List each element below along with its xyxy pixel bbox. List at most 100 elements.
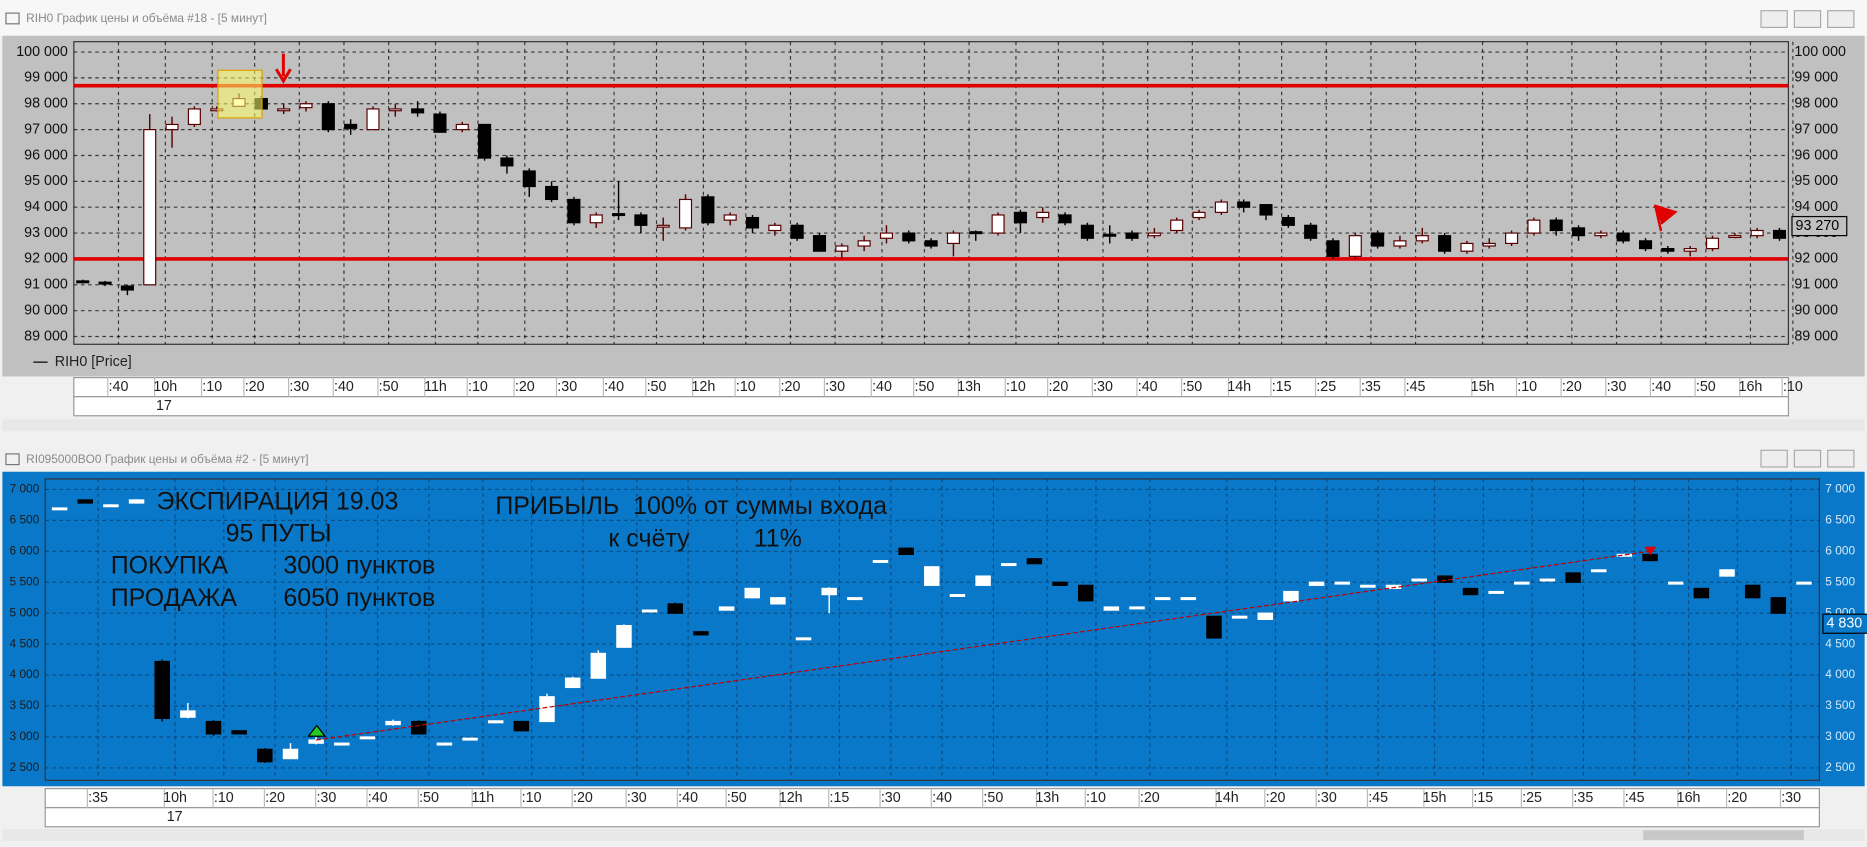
candle-body [744, 587, 760, 599]
y-tick-label: 4 500 [10, 636, 40, 650]
scrollbar[interactable] [2, 829, 1865, 842]
scroll-thumb[interactable] [1643, 830, 1804, 840]
candle-body [539, 696, 555, 723]
candle-body [344, 123, 358, 129]
y-tick-label: 92 000 [1794, 251, 1838, 267]
candle-body [1744, 584, 1761, 599]
candle-body [1192, 211, 1206, 219]
x-tick-label: :30 [1607, 379, 1627, 395]
candle-body [436, 742, 453, 746]
highlight-box [217, 69, 263, 119]
x-tick-label: :30 [1781, 790, 1801, 806]
candle-body [857, 240, 871, 247]
candle-body [1594, 232, 1608, 237]
y-tick-label: 7 000 [1825, 482, 1855, 496]
candle-body [1154, 597, 1171, 601]
candle-body [693, 631, 709, 636]
annotation: 3000 пунктов [283, 552, 435, 580]
x-tick-label: 16h [1739, 379, 1763, 395]
x-tick-label: 13h [957, 379, 981, 395]
candle-body [154, 660, 170, 719]
candle-body [1591, 569, 1607, 573]
y-tick-label: 6 500 [10, 512, 40, 526]
y-tick-label: 3 500 [1825, 698, 1855, 712]
last-price-label: 4 830 [1827, 615, 1863, 631]
candle-body [1237, 201, 1251, 208]
candle-body [1283, 590, 1299, 602]
candle-body [388, 108, 402, 112]
window-title: RI095000BO0 График цены и объёма #2 - [5… [26, 452, 308, 466]
candle-body [768, 224, 782, 232]
x-tick-label: 13h [1035, 790, 1059, 806]
x-tick-label: 11h [471, 790, 494, 806]
candle-body [723, 214, 737, 221]
x-tick-label: :30 [289, 379, 309, 395]
candle-body [1001, 563, 1017, 567]
plot-area [44, 478, 1820, 781]
x-tick-label: :10 [214, 790, 234, 806]
candle-body [1616, 553, 1633, 557]
scrollbar[interactable] [2, 419, 1865, 432]
x-tick-label: :10 [468, 379, 488, 395]
candle-body [545, 185, 559, 201]
y-tick-label: 6 000 [1825, 543, 1855, 557]
x-tick-label: :40 [368, 790, 388, 806]
y-tick-label: 6 000 [10, 543, 40, 557]
x-tick-label: 12h [691, 379, 715, 395]
candle-body [1125, 232, 1139, 239]
y-tick-label: 5 500 [1825, 574, 1855, 588]
x-tick-label: :30 [1317, 790, 1337, 806]
candle-body [1129, 606, 1145, 610]
candle-body [1565, 572, 1581, 583]
window-buttons[interactable] [1760, 449, 1855, 468]
x-tick-label: :20 [573, 790, 593, 806]
candle-body [165, 123, 179, 131]
y-tick-label: 3 000 [1825, 729, 1855, 743]
candle-body [924, 566, 940, 586]
candle-body [634, 214, 648, 226]
y-tick-label: 89 000 [24, 328, 68, 344]
candle-body [359, 736, 376, 740]
x-tick-label: :40 [109, 379, 129, 395]
candle-body [678, 198, 693, 229]
flag-marker [1653, 204, 1678, 232]
window-buttons[interactable] [1760, 10, 1855, 28]
candle-body [718, 606, 735, 611]
candle-body [1572, 227, 1586, 237]
title-bar [0, 0, 1867, 36]
y-tick-label: 90 000 [24, 302, 68, 318]
y-tick-label: 96 000 [1794, 147, 1838, 163]
x-tick-label: :10 [736, 379, 756, 395]
candle-body [120, 285, 134, 291]
candle-body [1026, 558, 1043, 565]
y-tick-label: 94 000 [24, 199, 68, 215]
y-tick-label: 2 500 [10, 760, 40, 774]
candle-body [187, 108, 201, 126]
candle-body [1438, 235, 1452, 252]
x-tick-label: :10 [522, 790, 542, 806]
x-tick-label: :45 [1625, 790, 1645, 806]
candle-body [1052, 581, 1068, 586]
annotation: 6050 пунктов [283, 584, 435, 612]
candle-body [1077, 584, 1094, 602]
candle-body [1693, 587, 1710, 599]
x-tick-label: :20 [1266, 790, 1286, 806]
candle-body [180, 710, 196, 718]
x-tick-label: 12h [779, 790, 803, 806]
candle-body [1488, 590, 1504, 594]
y-tick-label: 3 500 [10, 698, 40, 712]
x-tick-label: :40 [334, 379, 354, 395]
candle-body [1214, 201, 1228, 213]
candle-body [1642, 553, 1658, 562]
candle-body [433, 113, 447, 133]
candle-body [1326, 240, 1340, 257]
x-tick-label: :20 [1727, 790, 1747, 806]
sell-marker [1644, 546, 1657, 556]
candle-body [1638, 240, 1653, 250]
x-tick-label: :40 [932, 790, 952, 806]
candle-body [1772, 229, 1787, 239]
candle-body [1147, 232, 1161, 237]
x-tick-label: :30 [881, 790, 901, 806]
candle-body [1616, 232, 1630, 242]
